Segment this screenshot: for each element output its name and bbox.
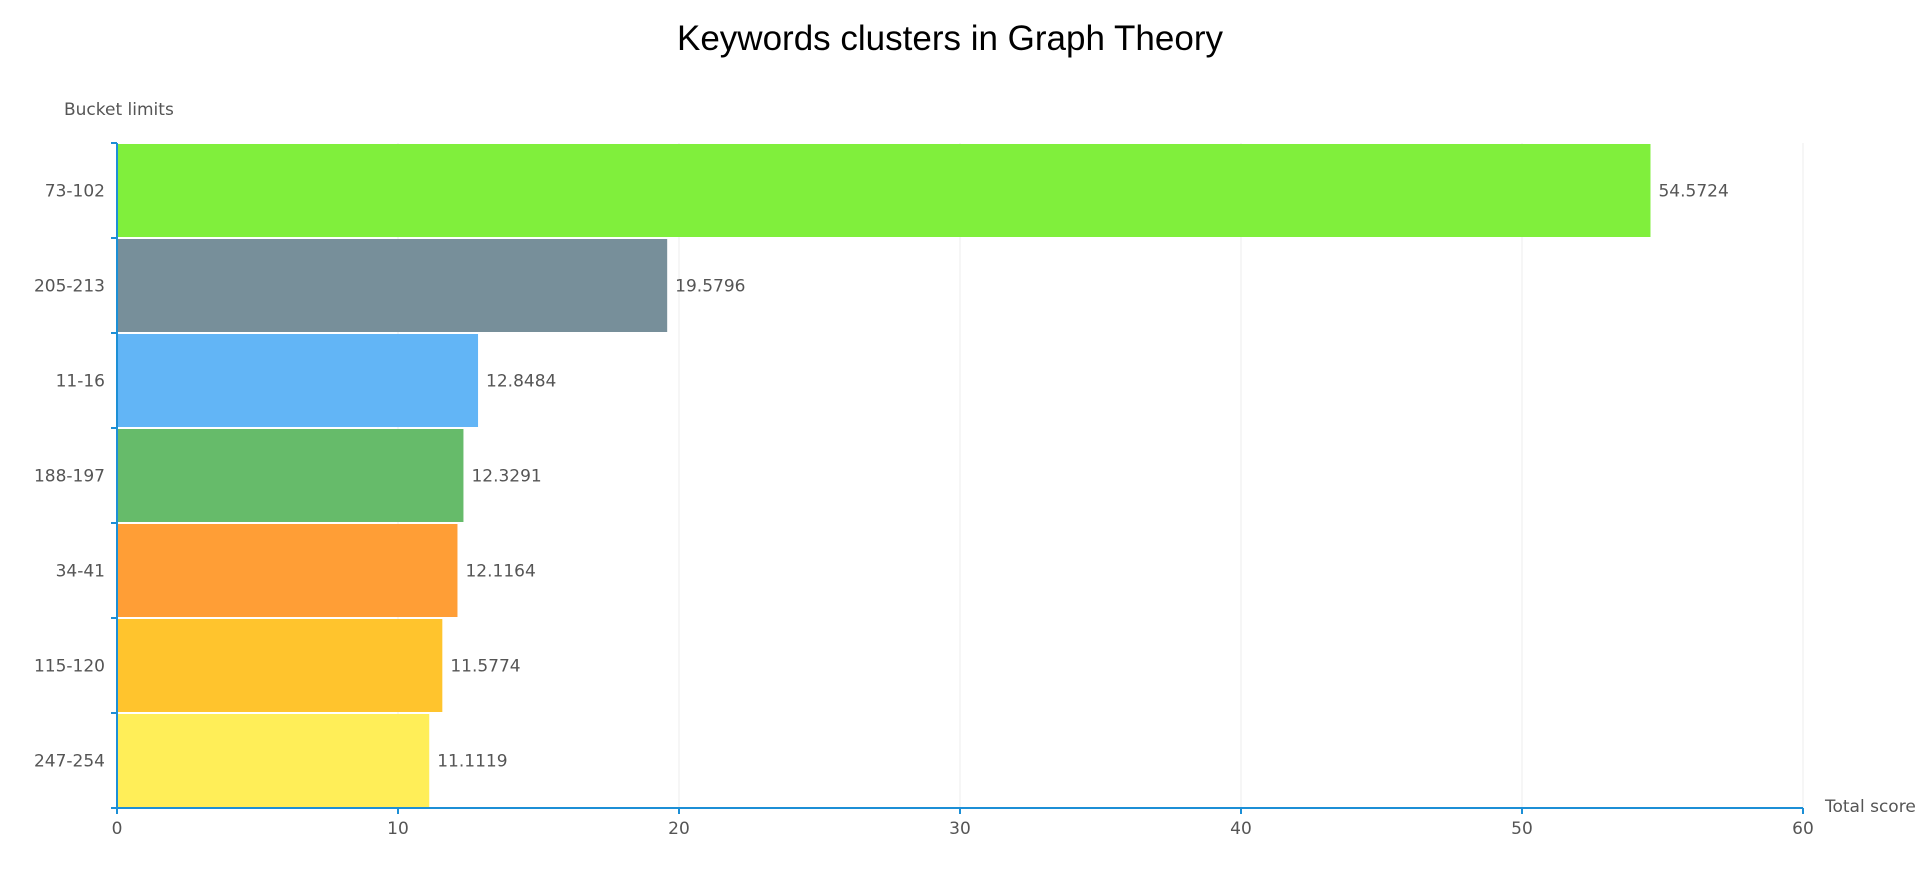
y-tick-label: 188-197 [34, 467, 105, 487]
bar [117, 239, 668, 332]
y-tick-label: 34-41 [56, 562, 105, 582]
bar-value-label: 19.5796 [675, 277, 745, 297]
label-layer: 0 10 20 30 40 50 60 73-102 54.5724 205-213 19.5796… [34, 182, 1814, 840]
x-tick-label: 50 [1511, 819, 1533, 839]
bar [117, 334, 479, 427]
axis-layer [111, 142, 1804, 814]
bar [117, 429, 464, 522]
chart-title: Keywords clusters in Graph Theory [677, 19, 1223, 58]
bar-value-label: 12.1164 [465, 562, 535, 582]
bar [117, 144, 1651, 237]
bar-value-label: 11.1119 [437, 752, 507, 772]
y-tick-label: 115-120 [34, 657, 105, 677]
y-axis-title: Bucket limits [64, 100, 174, 120]
x-tick-label: 0 [112, 819, 123, 839]
bar [117, 524, 458, 617]
x-axis-title: Total score [1824, 797, 1916, 817]
y-tick-label: 247-254 [34, 752, 105, 772]
bar-value-label: 11.5774 [450, 657, 520, 677]
bar [117, 619, 443, 712]
x-tick-label: 60 [1792, 819, 1814, 839]
bar [117, 714, 430, 807]
bar-value-label: 12.8484 [486, 372, 556, 392]
x-tick-label: 30 [949, 819, 971, 839]
bar-layer [117, 144, 1651, 807]
y-tick-label: 11-16 [56, 372, 105, 392]
x-tick-label: 40 [1230, 819, 1252, 839]
y-tick-label: 73-102 [45, 182, 105, 202]
bar-value-label: 12.3291 [471, 467, 541, 487]
y-tick-label: 205-213 [34, 277, 105, 297]
x-tick-label: 10 [387, 819, 409, 839]
bar-value-label: 54.5724 [1658, 182, 1728, 202]
x-tick-label: 20 [668, 819, 690, 839]
